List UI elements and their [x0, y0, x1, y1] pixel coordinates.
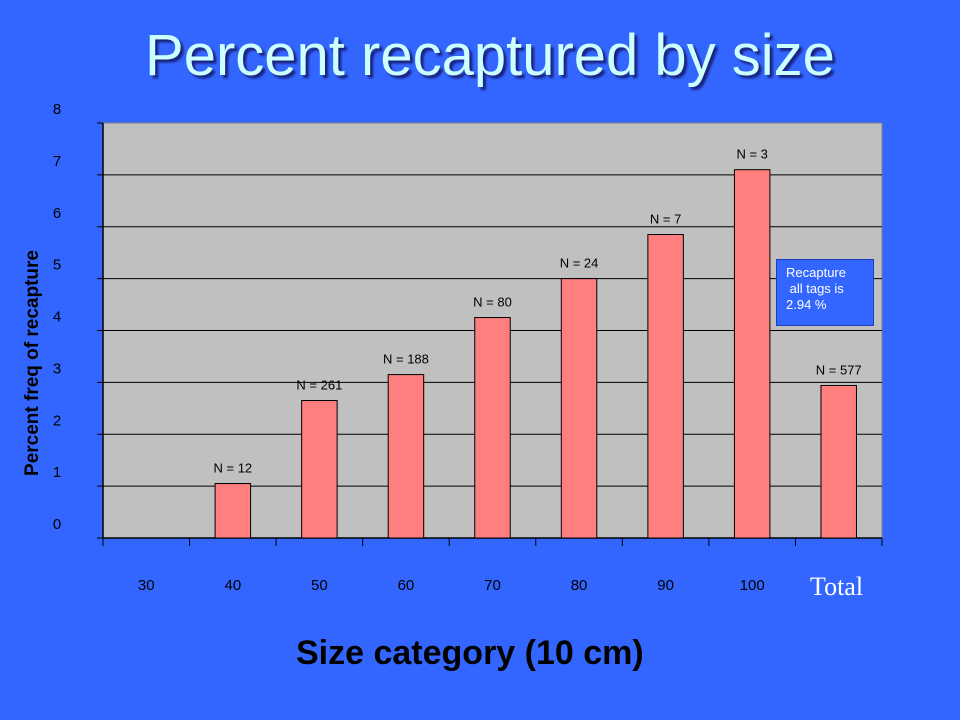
x-tick-label-30: 30	[138, 577, 155, 594]
x-tick-label-90: 90	[657, 577, 674, 594]
y-axis-label: Percent freq of recapture	[22, 250, 43, 476]
y-tick-label: 3	[53, 360, 61, 377]
slide-title: Percent recaptured by size	[145, 23, 835, 88]
data-label-50: N = 261	[296, 378, 342, 393]
y-tick-label: 4	[53, 309, 61, 326]
x-tick-label-40: 40	[224, 577, 241, 594]
bar-90	[647, 234, 684, 539]
y-tick-label: 1	[53, 464, 61, 481]
data-label-total: N = 577	[816, 362, 862, 377]
x-axis-label: Size category (10 cm)	[296, 634, 644, 672]
bar-40	[214, 483, 252, 539]
x-tick-label-70: 70	[484, 577, 501, 594]
bar-60	[387, 374, 425, 539]
y-tick-label: 0	[53, 516, 61, 533]
x-tick-label-80: 80	[571, 577, 588, 594]
bar-70	[474, 317, 511, 539]
data-label-90: N = 7	[650, 212, 681, 227]
data-label-80: N = 24	[560, 256, 599, 271]
data-label-100: N = 3	[736, 147, 767, 162]
x-tick-label-total: Total	[810, 572, 864, 601]
y-tick-label: 8	[53, 101, 61, 118]
y-tick-label: 7	[53, 153, 61, 170]
data-label-60: N = 188	[383, 352, 429, 367]
y-tick-label: 5	[53, 257, 61, 274]
data-label-70: N = 80	[473, 295, 512, 310]
bar-total	[820, 384, 857, 539]
x-tick-label-50: 50	[311, 577, 328, 594]
bar-50	[301, 400, 338, 539]
y-tick-label: 6	[53, 205, 61, 222]
data-label-40: N = 12	[213, 461, 252, 476]
y-tick-label: 2	[53, 412, 61, 429]
bar-80	[560, 278, 598, 539]
bar-100	[733, 169, 771, 539]
x-tick-label-100: 100	[740, 577, 765, 594]
recapture-annotation-box: Recapture all tags is 2.94 %	[776, 259, 874, 326]
x-tick-label-60: 60	[398, 577, 415, 594]
